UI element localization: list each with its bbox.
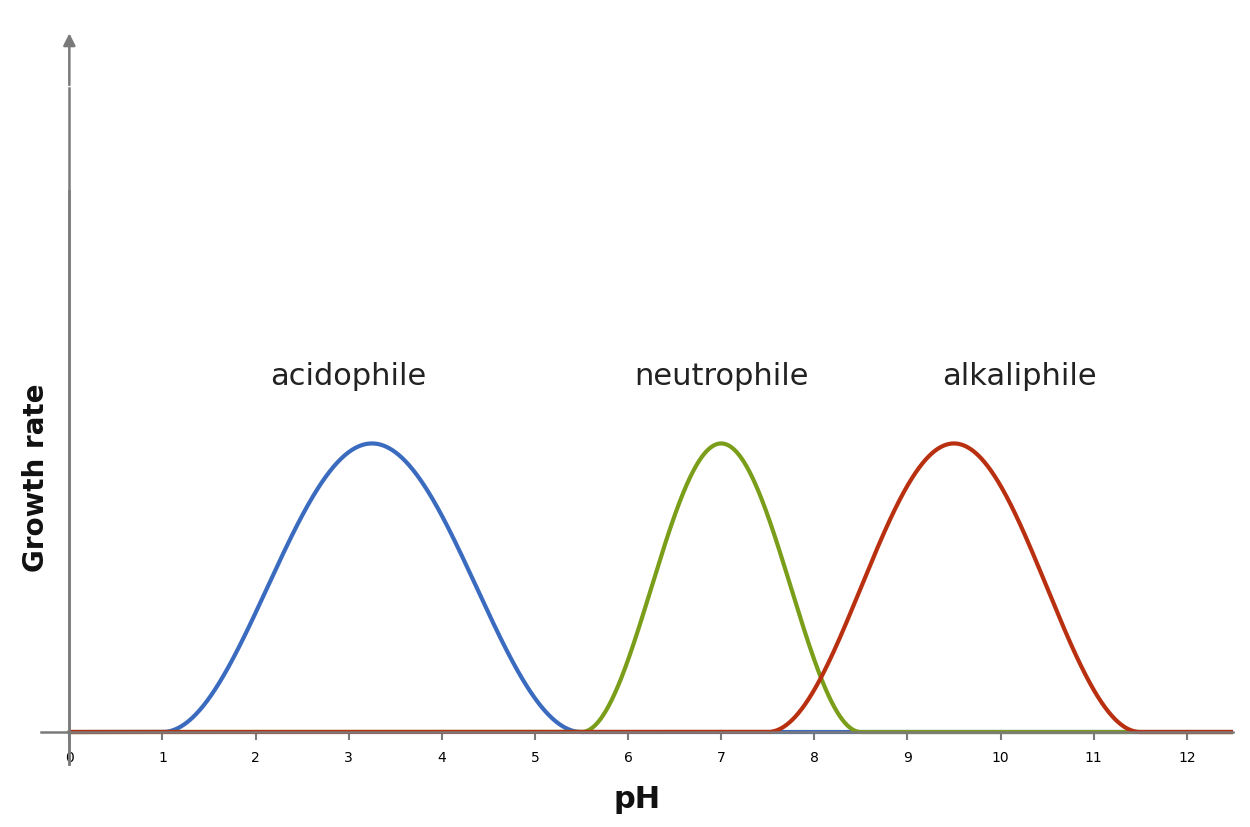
Y-axis label: Growth rate: Growth rate xyxy=(22,383,50,571)
Text: alkaliphile: alkaliphile xyxy=(941,362,1096,391)
X-axis label: pH: pH xyxy=(614,785,661,814)
Text: neutrophile: neutrophile xyxy=(634,362,809,391)
Text: acidophile: acidophile xyxy=(270,362,426,391)
